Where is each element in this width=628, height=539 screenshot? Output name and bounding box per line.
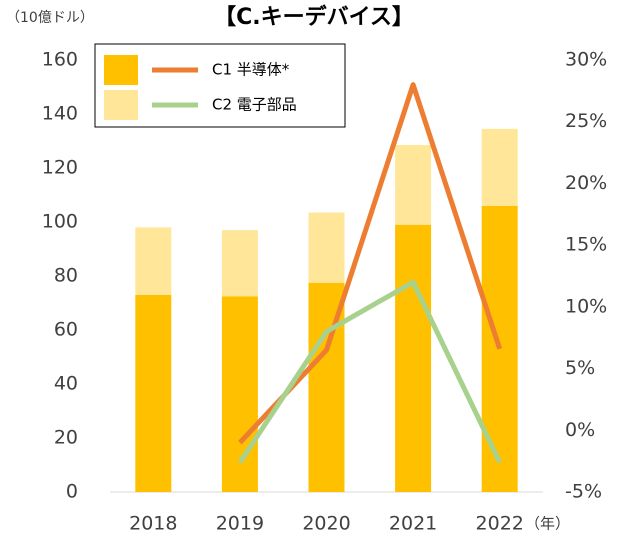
y-tick-label: 160: [42, 49, 78, 71]
y2-tick-label: -5%: [565, 481, 602, 503]
y2-tick-label: 20%: [565, 172, 607, 194]
bar: [135, 294, 172, 492]
y-tick-label: 80: [54, 265, 78, 287]
y-tick-label: 140: [42, 103, 78, 125]
bar: [395, 145, 432, 225]
y2-tick-label: 30%: [565, 49, 607, 71]
x-tick-label: 2019: [216, 513, 264, 535]
y-tick-label: 40: [54, 373, 78, 395]
y2-tick-label: 15%: [565, 234, 607, 256]
x-tick-label: 2018: [129, 513, 177, 535]
bar: [221, 296, 258, 492]
line: [237, 279, 502, 464]
x-tick-label: 2022: [476, 513, 524, 535]
y-tick-label: 120: [42, 157, 78, 179]
y2-tick-label: 0%: [565, 419, 595, 441]
bar: [481, 128, 518, 206]
legend-label: C2 電子部品: [212, 96, 297, 114]
y-tick-label: 60: [54, 319, 78, 341]
y2-tick-label: 5%: [565, 357, 595, 379]
y-tick-label: 0: [66, 481, 78, 503]
legend-bar-swatch: [104, 55, 138, 85]
line: [238, 82, 503, 445]
x-tick-label: 2020: [302, 513, 350, 535]
y-tick-label: 20: [54, 427, 78, 449]
y2-tick-label: 25%: [565, 110, 607, 132]
legend-label: C1 半導体*: [212, 61, 290, 79]
bar: [135, 227, 172, 295]
bar: [308, 212, 345, 283]
x-tick-label: 2021: [389, 513, 437, 535]
x-unit: （年）: [525, 515, 570, 533]
bar: [481, 205, 518, 493]
bar: [221, 230, 258, 297]
y2-tick-label: 10%: [565, 295, 607, 317]
legend-bar-swatch: [104, 90, 138, 120]
chart-title: 【C.キーデバイス】: [214, 4, 414, 30]
y-tick-label: 100: [42, 211, 78, 233]
y-unit: （10億ドル）: [6, 10, 94, 26]
bar: [395, 224, 432, 492]
